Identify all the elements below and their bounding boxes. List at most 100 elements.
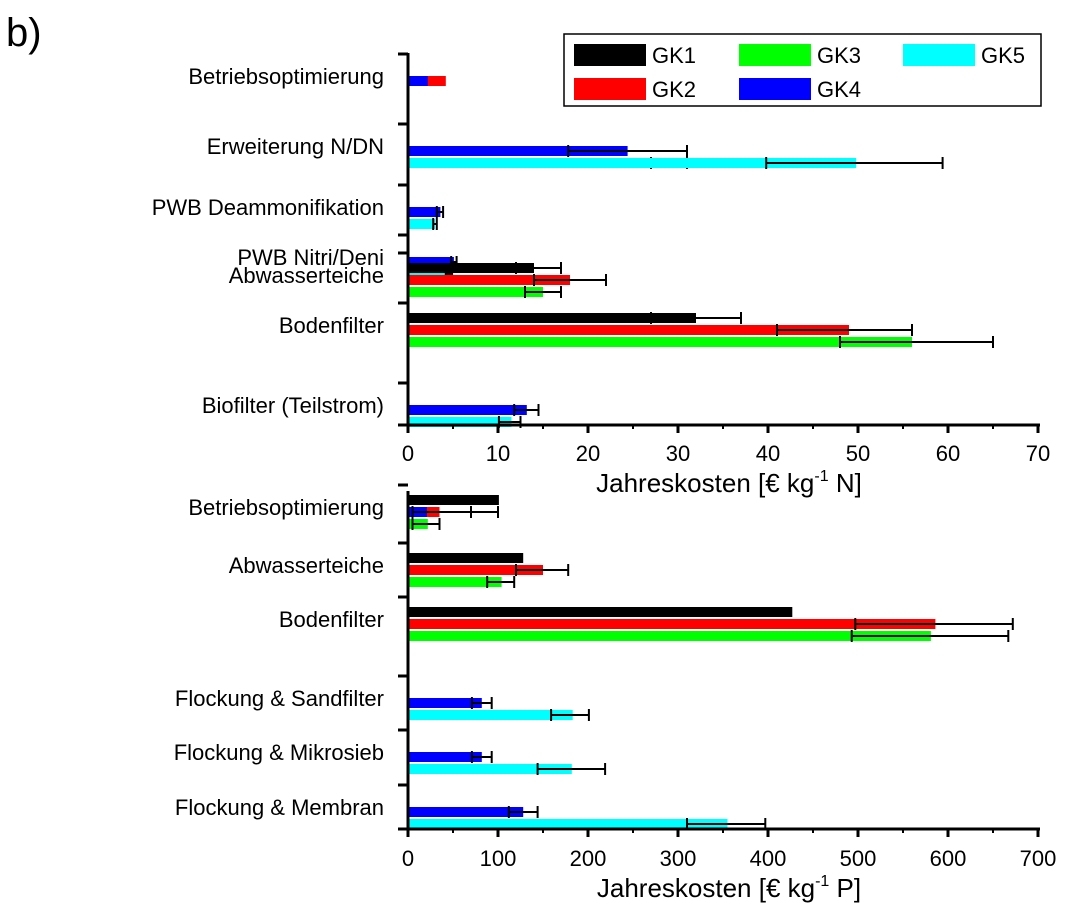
x-tick-label: 10: [486, 441, 510, 466]
panel-label: b): [6, 11, 42, 55]
legend: GK1 GK2 GK3 GK4 GK5: [563, 33, 1042, 107]
error-bar-bodenfilter-gk1: [650, 312, 742, 324]
bar-bodenfilter-gk1: [408, 313, 696, 323]
x-axis-title: Jahreskosten [€ kg-1 P]: [597, 873, 861, 903]
error-bar-erweiterung-n-dn-gk5: [765, 157, 944, 169]
category-label-abwasserteiche: Abwasserteiche: [229, 553, 384, 578]
bar-biofilter-teilstrom-gk4: [408, 405, 527, 415]
bar-erweiterung-n-dn-gk4: [408, 146, 628, 156]
x-tick-label: 30: [666, 441, 690, 466]
x-tick-label: 40: [756, 441, 780, 466]
plot-1: Betriebsoptimierung Erweiterung N/DN PWB D…: [152, 52, 1050, 498]
plots-group: Betriebsoptimierung Erweiterung N/DN PWB D…: [152, 52, 1057, 903]
category-label-flockung-and-membran: Flockung & Membran: [175, 795, 384, 820]
bar-bodenfilter-gk3: [408, 337, 912, 347]
bar-abwasserteiche-gk1: [408, 553, 524, 563]
error-bar-bodenfilter-gk3: [850, 630, 1010, 642]
bar-abwasserteiche-gk3: [408, 287, 543, 297]
bar-flockung-and-membran-gk4: [408, 807, 524, 817]
bar-flockung-and-membran-gk5: [408, 819, 728, 829]
error-bar-erweiterung-n-dn-gk4: [567, 145, 688, 157]
x-tick-label: 0: [402, 441, 414, 466]
bar-betriebsoptimierung-gk1: [408, 495, 499, 505]
legend-label-gk5: GK5: [981, 43, 1025, 68]
category-label-flockung-and-sandfilter: Flockung & Sandfilter: [175, 686, 384, 711]
legend-swatch-gk4: [739, 78, 811, 100]
bar-bodenfilter-gk2: [408, 619, 936, 629]
x-tick-label: 300: [660, 846, 697, 871]
legend-item-gk4: GK4: [739, 77, 861, 102]
bar-flockung-and-mikrosieb-gk4: [408, 752, 482, 762]
category-label-bodenfilter: Bodenfilter: [279, 607, 384, 632]
error-bar-betriebsoptimierung-gk4: [411, 506, 499, 518]
x-tick-label: 500: [840, 846, 877, 871]
bar-pwb-nitri-deni-gk4: [408, 257, 454, 267]
category-label-biofilter-teilstrom: Biofilter (Teilstrom): [202, 393, 384, 418]
error-bar-flockung-and-sandfilter-gk5: [550, 709, 590, 721]
error-bar-abwasserteiche-gk2: [515, 564, 570, 576]
error-bar-bodenfilter-gk3: [839, 336, 994, 348]
error-bar-flockung-and-sandfilter-gk4: [470, 697, 493, 709]
legend-swatch-gk5: [903, 44, 975, 66]
bar-bodenfilter-gk1: [408, 607, 793, 617]
legend-label-gk1: GK1: [652, 43, 696, 68]
error-bar-abwasserteiche-gk1: [515, 262, 562, 274]
error-bar-abwasserteiche-gk3: [486, 576, 516, 588]
bars: [408, 76, 994, 428]
bar-abwasserteiche-gk3: [408, 577, 502, 587]
legend-swatch-gk1: [574, 44, 646, 66]
bar-bodenfilter-gk3: [408, 631, 931, 641]
category-label-pwb-deammonifikation: PWB Deammonifikation: [152, 195, 384, 220]
x-tick-label: 600: [930, 846, 967, 871]
error-bar-pwb-deammonifikation-gk5: [432, 218, 438, 230]
legend-swatch-gk3: [739, 44, 811, 66]
category-label-betriebsoptimierung: Betriebsoptimierung: [188, 495, 384, 520]
error-bar-abwasserteiche-gk2: [533, 274, 607, 286]
error-bar-flockung-and-mikrosieb-gk4: [470, 751, 493, 763]
error-bar-pwb-deammonifikation-gk4: [435, 206, 445, 218]
plot-2: Betriebsoptimierung Abwasserteiche Bodenfi…: [174, 483, 1057, 903]
x-tick-label: 60: [936, 441, 960, 466]
legend-label-gk2: GK2: [652, 77, 696, 102]
bar-abwasserteiche-gk2: [408, 565, 543, 575]
error-bar-flockung-and-mikrosieb-gk5: [536, 763, 607, 775]
error-bar-abwasserteiche-gk3: [524, 286, 562, 298]
x-tick-label: 0: [402, 846, 414, 871]
category-label-bodenfilter: Bodenfilter: [279, 313, 384, 338]
x-tick-label: 20: [576, 441, 600, 466]
category-label-flockung-and-mikrosieb: Flockung & Mikrosieb: [174, 740, 384, 765]
legend-item-gk1: GK1: [574, 43, 696, 68]
bar-erweiterung-n-dn-gk5: [408, 158, 857, 168]
bar-bodenfilter-gk2: [408, 325, 849, 335]
legend-item-gk2: GK2: [574, 77, 696, 102]
x-tick-label: 50: [846, 441, 870, 466]
bar-flockung-and-sandfilter-gk5: [408, 710, 573, 720]
x-axis-title: Jahreskosten [€ kg-1 N]: [596, 468, 862, 498]
error-bar-betriebsoptimierung-gk3: [411, 518, 441, 530]
bar-pwb-deammonifikation-gk5: [408, 219, 435, 229]
bar-pwb-deammonifikation-gk4: [408, 207, 441, 217]
bar-abwasserteiche-gk1: [408, 263, 534, 273]
x-tick-label: 400: [750, 846, 787, 871]
legend-swatch-gk2: [574, 78, 646, 100]
legend-item-gk5: GK5: [903, 43, 1025, 68]
x-tick-label: 70: [1026, 441, 1050, 466]
category-label-erweiterung-n-dn: Erweiterung N/DN: [207, 134, 384, 159]
bar-flockung-and-sandfilter-gk4: [408, 698, 482, 708]
category-label-betriebsoptimierung: Betriebsoptimierung: [188, 64, 384, 89]
x-tick-label: 100: [480, 846, 517, 871]
error-bar-bodenfilter-gk2: [854, 618, 1014, 630]
bar-biofilter-teilstrom-gk5: [408, 417, 512, 427]
x-tick-label: 200: [570, 846, 607, 871]
bar-flockung-and-mikrosieb-gk5: [408, 764, 572, 774]
error-bar-bodenfilter-gk2: [776, 324, 913, 336]
category-label-abwasserteiche: Abwasserteiche: [229, 263, 384, 288]
bar-pwb-nitri-deni-gk5: [408, 269, 449, 279]
legend-label-gk4: GK4: [817, 77, 861, 102]
legend-item-gk3: GK3: [739, 43, 861, 68]
bar-betriebsoptimierung-gk4: [408, 76, 428, 86]
x-tick-label: 700: [1020, 846, 1057, 871]
bars: [408, 495, 1014, 830]
